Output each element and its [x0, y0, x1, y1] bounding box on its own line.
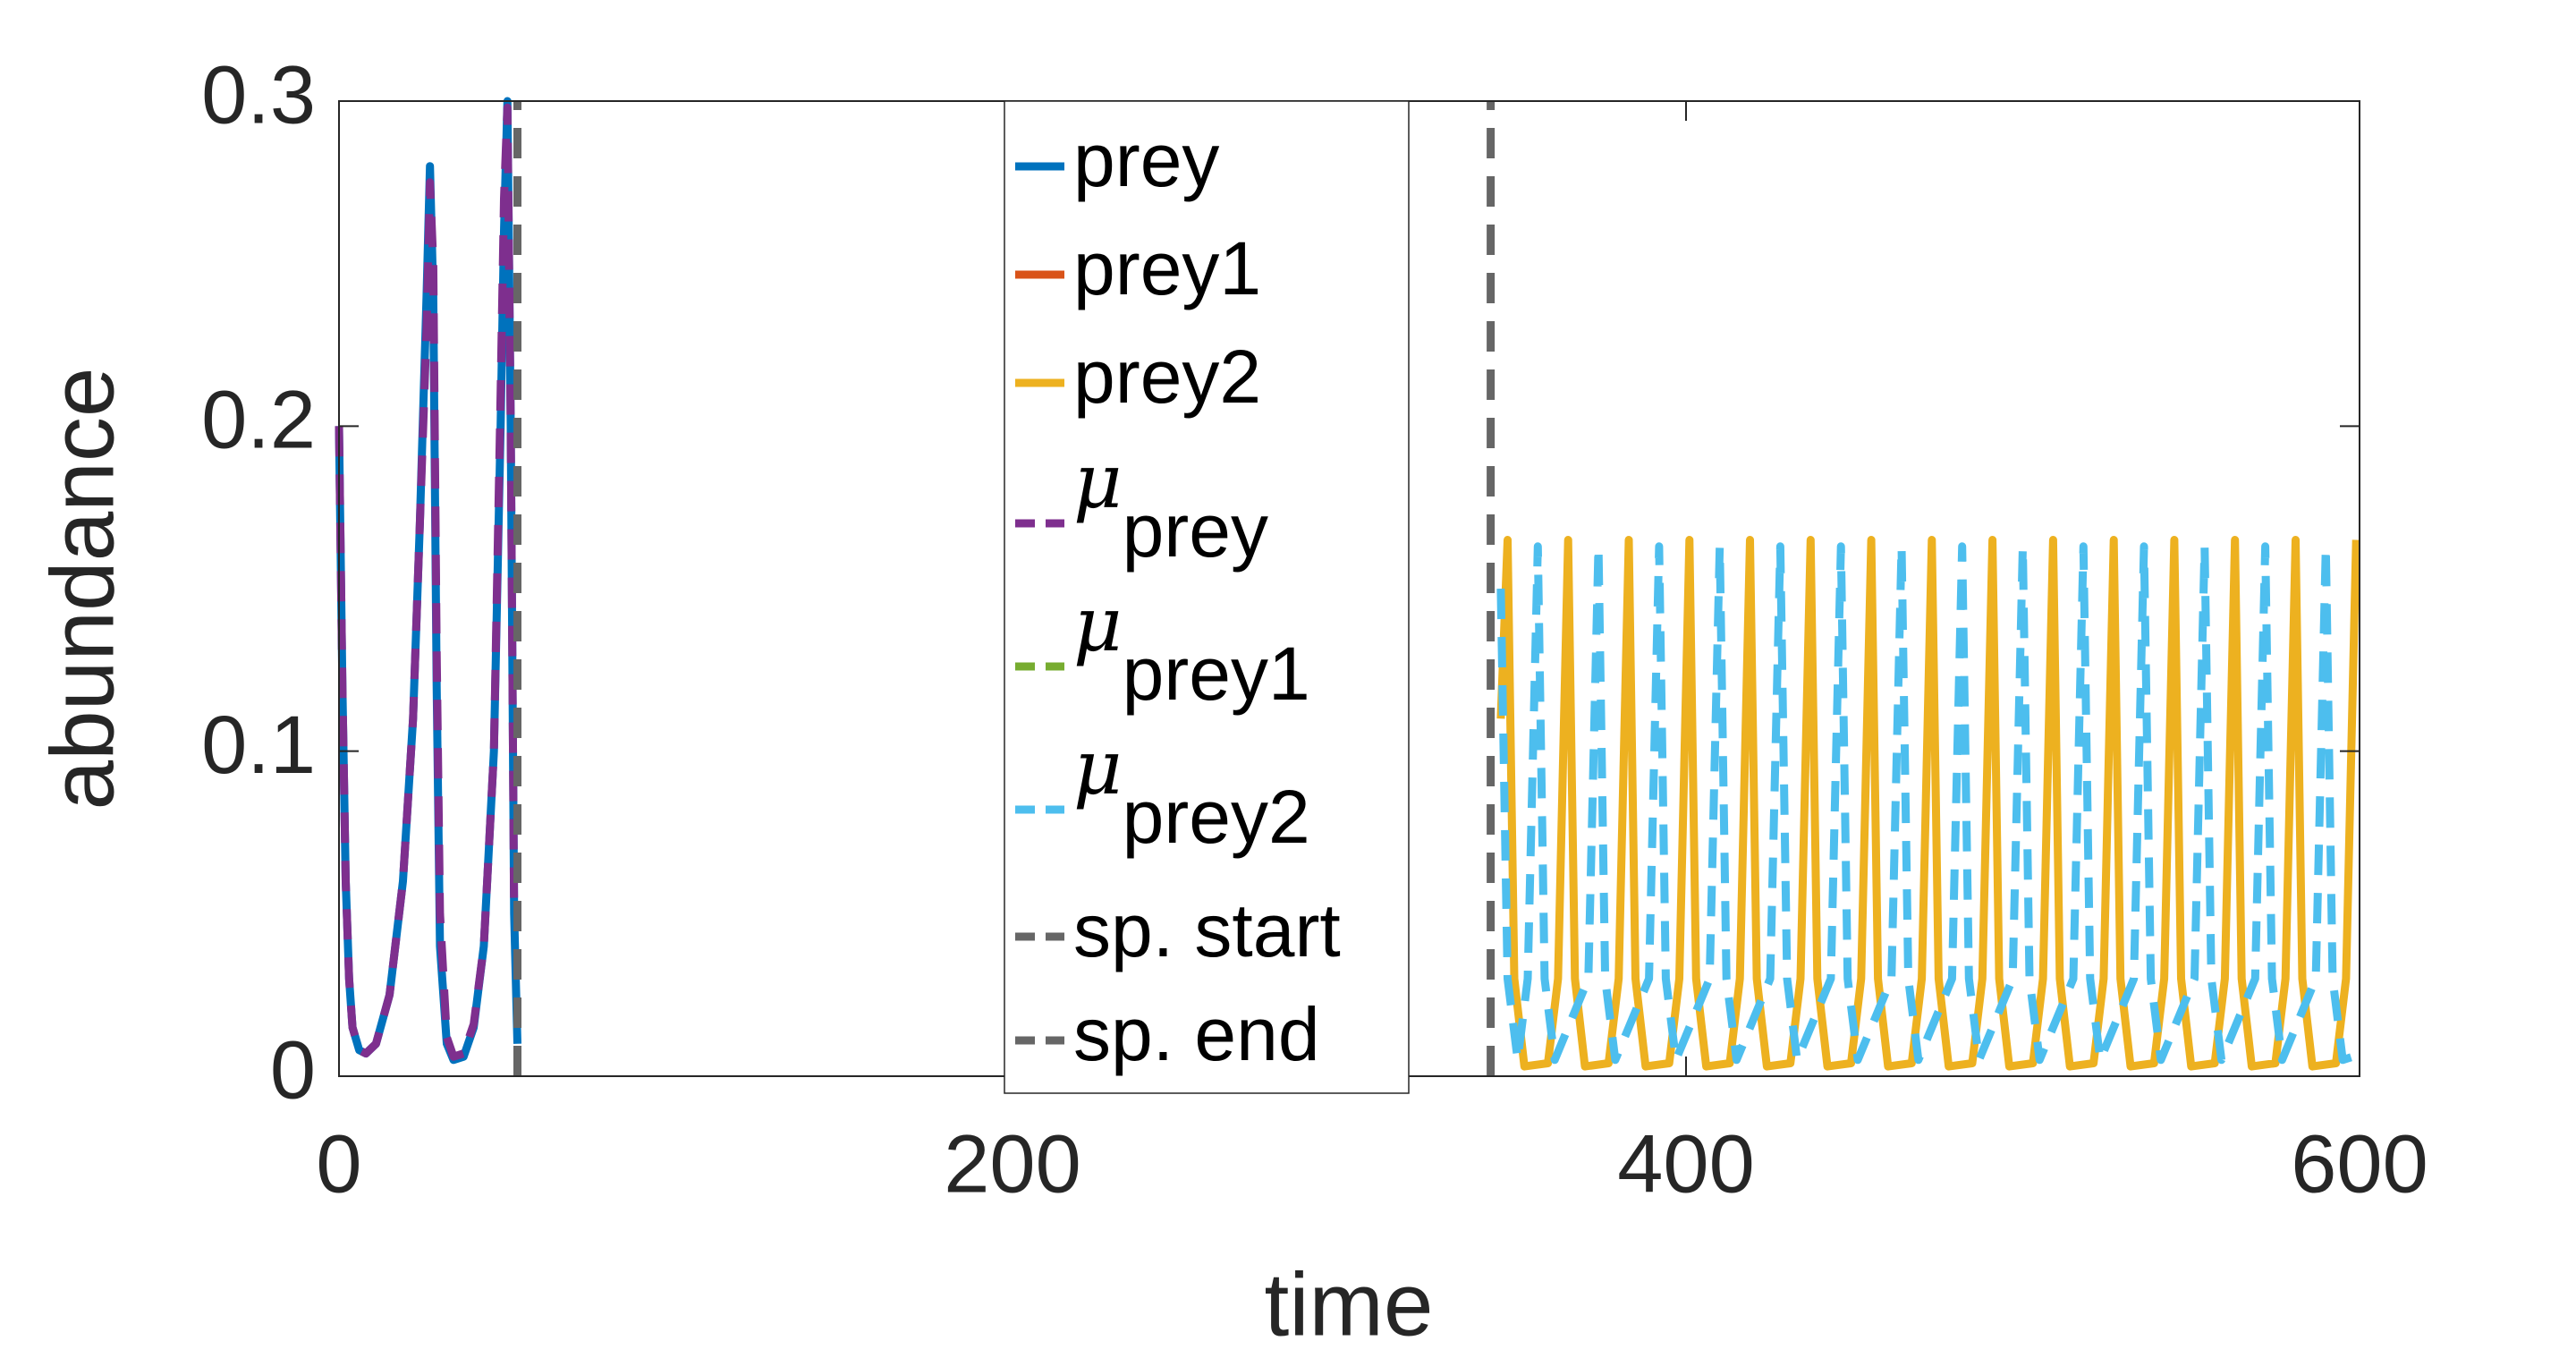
x-tick-label: 600	[2291, 1118, 2428, 1209]
y-tick-label: 0.3	[201, 49, 316, 140]
series-line	[1496, 542, 2354, 1065]
legend-label: prey	[1073, 118, 1219, 202]
legend-subscript: prey	[1123, 488, 1268, 573]
x-tick-label: 200	[944, 1118, 1081, 1209]
legend-label: μprey2	[1073, 724, 1310, 859]
x-tick-label: 400	[1617, 1118, 1755, 1209]
legend-box	[1004, 100, 1410, 1094]
legend-subscript: prey1	[1123, 632, 1310, 716]
y-tick-label: 0.1	[201, 700, 316, 791]
legend-subscript: prey2	[1123, 775, 1310, 859]
legend-label: prey1	[1073, 226, 1261, 310]
legend-label: sp. end	[1073, 992, 1320, 1076]
legend-label: prey2	[1073, 335, 1261, 419]
legend-label: μprey1	[1073, 581, 1310, 716]
legend-label: sp. start	[1073, 888, 1341, 972]
x-tick-label: 0	[316, 1118, 361, 1209]
x-axis-label: time	[1265, 1254, 1434, 1354]
y-tick-label: 0	[270, 1024, 316, 1116]
series-line	[335, 103, 519, 1061]
legend-symbol: μ	[1073, 437, 1123, 525]
legend-symbol: μ	[1073, 581, 1123, 668]
legend-symbol: μ	[1073, 724, 1123, 811]
y-tick-label: 0.2	[201, 375, 316, 466]
y-axis-label: abundance	[32, 368, 132, 811]
legend-label: μprey	[1073, 437, 1268, 573]
